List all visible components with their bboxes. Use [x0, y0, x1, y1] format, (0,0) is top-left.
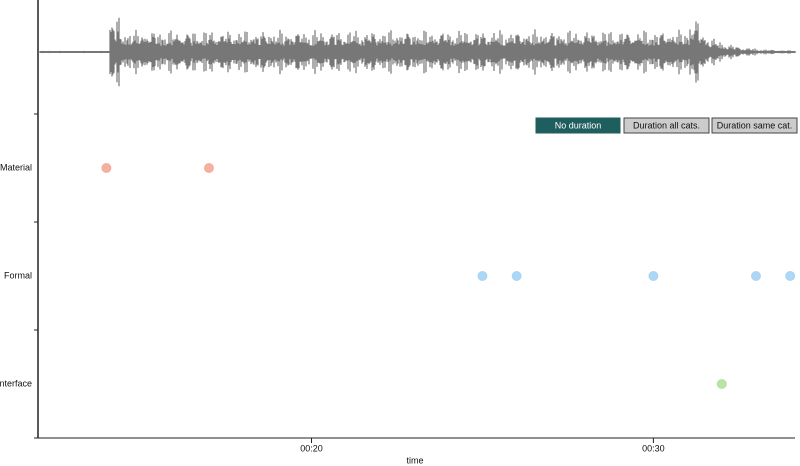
event-dot	[101, 163, 112, 173]
button-background[interactable]	[623, 117, 710, 134]
x-tick-label: 00:20	[300, 443, 323, 453]
button-background[interactable]	[535, 117, 621, 134]
mode-button[interactable]: Duration same cat.	[711, 117, 798, 134]
waveform	[39, 17, 796, 87]
mode-button[interactable]: No duration	[535, 117, 621, 134]
y-category-label: Formal	[4, 270, 32, 280]
x-axis-title: time	[406, 455, 423, 465]
waveform-path	[39, 17, 796, 87]
button-label[interactable]: Duration all cats.	[633, 120, 700, 130]
event-dot	[750, 271, 761, 281]
event-dot	[716, 379, 727, 389]
button-background[interactable]	[711, 117, 798, 134]
button-label[interactable]: Duration same cat.	[717, 120, 793, 130]
y-category-label: Material	[0, 162, 32, 172]
x-tick-label: 00:30	[642, 443, 665, 453]
y-category-label: Interface	[0, 378, 32, 388]
mode-button[interactable]: Duration all cats.	[623, 117, 710, 134]
event-dot	[477, 271, 488, 281]
event-dot	[511, 271, 522, 281]
event-dot	[203, 163, 214, 173]
event-dot	[648, 271, 659, 281]
button-label[interactable]: No duration	[555, 120, 602, 130]
event-dot	[785, 271, 796, 281]
